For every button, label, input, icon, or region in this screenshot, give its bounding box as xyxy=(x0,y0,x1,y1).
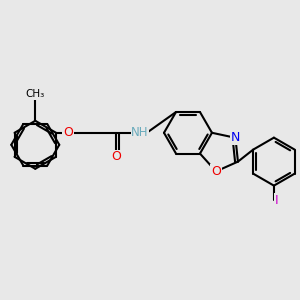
Text: N: N xyxy=(231,131,240,144)
Text: CH₃: CH₃ xyxy=(26,89,45,99)
Text: I: I xyxy=(275,194,279,206)
Text: O: O xyxy=(63,126,73,139)
Text: O: O xyxy=(211,165,221,178)
Text: O: O xyxy=(111,150,121,163)
Text: NH: NH xyxy=(131,126,149,139)
